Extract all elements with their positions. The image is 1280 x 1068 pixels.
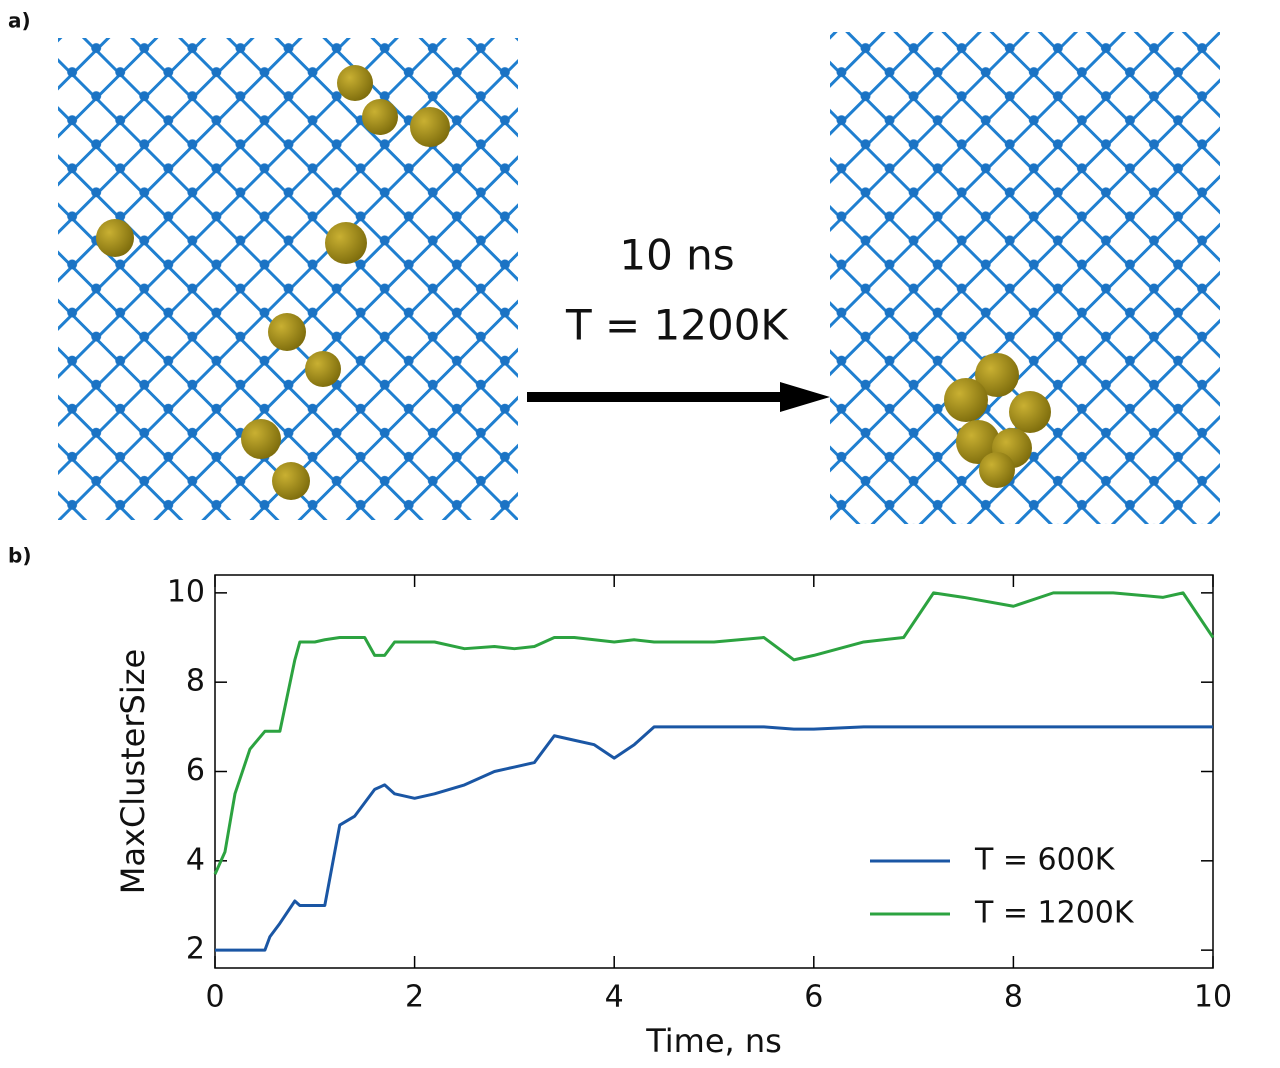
- y-tick-label: 6: [186, 753, 205, 788]
- x-tick-label: 0: [205, 980, 224, 1015]
- x-tick-label: 10: [1194, 980, 1232, 1015]
- series-line: [215, 725, 1213, 952]
- x-axis-label: Time, ns: [645, 1022, 782, 1060]
- arrow-head: [780, 382, 830, 412]
- y-tick-label: 8: [186, 664, 205, 699]
- x-tick-label: 8: [1004, 980, 1023, 1015]
- series-line: [213, 591, 1215, 875]
- y-axis-label: MaxClusterSize: [114, 649, 152, 894]
- y-tick-label: 4: [186, 842, 205, 877]
- y-tick-label: 2: [186, 932, 205, 967]
- panel-label: b): [8, 544, 31, 568]
- structure-after: [830, 32, 1220, 524]
- y-tick-label: 10: [167, 574, 205, 609]
- x-tick-label: 6: [804, 980, 823, 1015]
- legend-label: T = 600K: [974, 843, 1116, 878]
- x-tick-label: 4: [605, 980, 624, 1015]
- structure-before: [58, 38, 518, 520]
- x-tick-label: 2: [405, 980, 424, 1015]
- legend-label: T = 1200K: [974, 896, 1135, 931]
- annotation-line: T = 1200K: [565, 301, 789, 350]
- panel-label: a): [8, 9, 31, 33]
- annotation-line: 10 ns: [619, 231, 734, 280]
